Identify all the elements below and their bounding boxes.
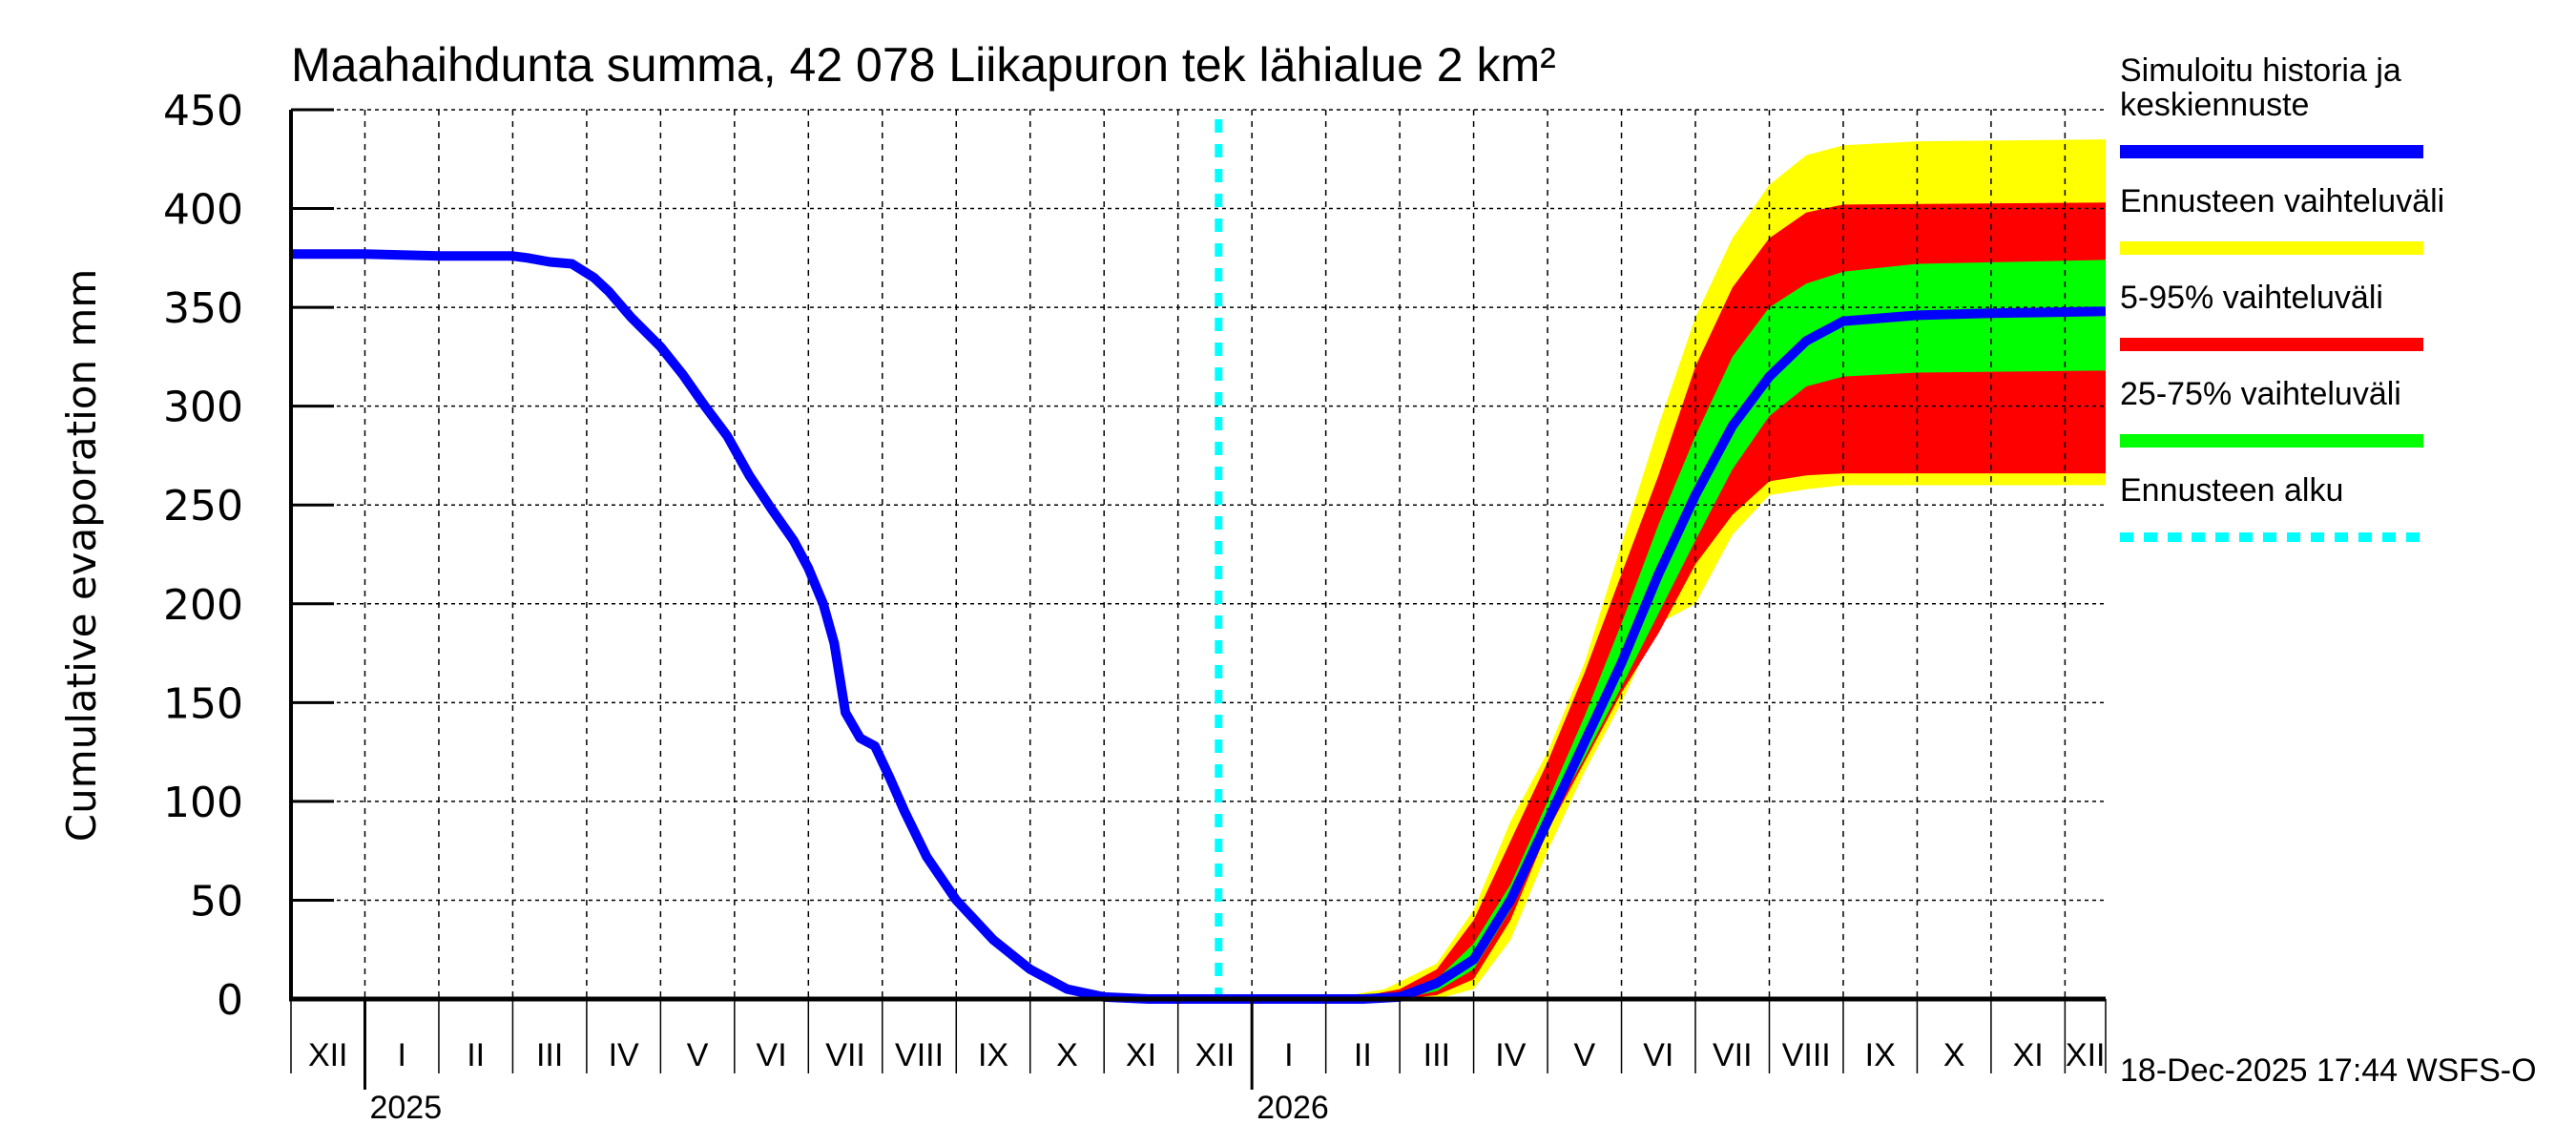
month-label: IX — [978, 1037, 1008, 1073]
month-label: IX — [1865, 1037, 1896, 1073]
month-label: X — [1943, 1037, 1965, 1073]
legend-label: Ennusteen vaihteluväli — [2120, 183, 2444, 219]
y-tick-labels: 0 50 100 150 200 250 300 350 400 450 — [163, 87, 243, 1025]
legend-label: Ennusteen alku — [2120, 472, 2343, 509]
y-tick-label: 300 — [163, 384, 243, 432]
timestamp-label: 18-Dec-2025 17:44 WSFS-O — [2120, 1052, 2537, 1089]
chart-title: Maahaihdunta summa, 42 078 Liikapuron te… — [291, 38, 1556, 92]
month-label: VII — [1713, 1037, 1753, 1073]
month-label: IV — [1495, 1037, 1526, 1073]
month-label: VIII — [895, 1037, 944, 1073]
month-label: V — [1573, 1037, 1595, 1073]
y-tick-label: 100 — [163, 779, 243, 827]
legend-label: 25-75% vaihteluväli — [2120, 376, 2401, 412]
month-label: XII — [2066, 1037, 2106, 1073]
month-label: I — [397, 1037, 405, 1073]
grid-lines — [291, 109, 2106, 999]
month-label: VIII — [1782, 1037, 1831, 1073]
month-label: VII — [825, 1037, 865, 1073]
year-label: 2026 — [1257, 1090, 1329, 1126]
month-label: VI — [1643, 1037, 1673, 1073]
y-tick-label: 0 — [217, 976, 243, 1025]
month-label: XI — [2013, 1037, 2044, 1073]
month-label: III — [536, 1037, 563, 1073]
legend-label: keskiennuste — [2120, 87, 2309, 123]
series-lines — [291, 119, 2107, 1004]
month-label: II — [1354, 1037, 1372, 1073]
month-label: II — [467, 1037, 485, 1073]
y-tick-label: 350 — [163, 284, 243, 333]
year-label: 2025 — [369, 1090, 442, 1126]
month-label: VI — [757, 1037, 787, 1073]
y-tick-label: 150 — [163, 679, 243, 728]
month-label: XII — [308, 1037, 348, 1073]
y-tick-label: 400 — [163, 186, 243, 235]
y-tick-label: 250 — [163, 482, 243, 531]
month-label: XII — [1195, 1037, 1236, 1073]
y-tick-label: 450 — [163, 87, 243, 135]
band-25-75-range — [1218, 260, 2106, 999]
month-label: V — [687, 1037, 709, 1073]
axes — [289, 108, 2107, 1090]
legend-label: 5-95% vaihteluväli — [2120, 280, 2383, 316]
month-label: X — [1056, 1037, 1078, 1073]
month-label: IV — [609, 1037, 639, 1073]
month-label: XI — [1126, 1037, 1156, 1073]
x-tick-labels: XII I II III IV V VI VII VIII IX X XI XII I II III IV V VI… — [308, 1037, 2106, 1126]
y-tick-label: 200 — [163, 581, 243, 630]
y-tick-label: 50 — [190, 877, 243, 926]
history-median-line — [291, 249, 2107, 1004]
legend-label: Simuloitu historia ja — [2120, 52, 2401, 89]
y-axis-label: Cumulative evaporation mm — [58, 269, 105, 843]
month-label: III — [1423, 1037, 1450, 1073]
month-label: I — [1284, 1037, 1293, 1073]
